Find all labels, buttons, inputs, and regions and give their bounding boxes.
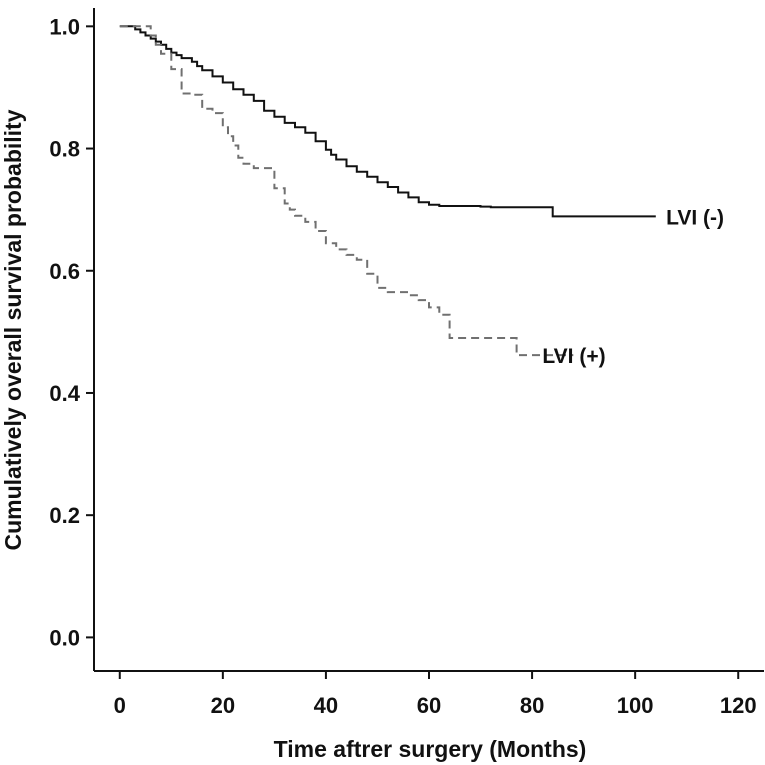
series-label: LVI (-) xyxy=(666,206,724,229)
x-tick-label: 120 xyxy=(720,693,757,718)
y-tick-label: 0.4 xyxy=(49,381,80,406)
x-tick-label: 80 xyxy=(520,693,544,718)
x-tick-label: 20 xyxy=(211,693,235,718)
x-tick-label: 40 xyxy=(314,693,338,718)
series-line-lvi xyxy=(119,25,574,357)
x-tick-label: 60 xyxy=(417,693,441,718)
x-axis-title: Time aftrer surgery (Months) xyxy=(274,736,587,762)
annotation-layer: LVI (-) LVI (+) xyxy=(542,206,724,368)
y-tick-label: 0.2 xyxy=(49,503,80,528)
y-tick-label: 1.0 xyxy=(49,14,80,39)
x-tick-label: 100 xyxy=(617,693,654,718)
y-tick-label: 0.6 xyxy=(49,259,80,284)
series-label: LVI (+) xyxy=(542,345,605,368)
tick-layer: 0 20 40 60 80 100 120 0.0 0.2 0.4 0.6 0.8 1.0 xyxy=(49,14,756,718)
y-axis-title: Cumulatively overall survival probabilit… xyxy=(0,109,26,550)
series-line-lvi xyxy=(119,25,656,218)
plot-frame xyxy=(93,8,764,672)
y-tick-label: 0.8 xyxy=(49,137,80,162)
x-tick-label: 0 xyxy=(114,693,126,718)
series-layer xyxy=(119,25,656,357)
y-tick-label: 0.0 xyxy=(49,625,80,650)
